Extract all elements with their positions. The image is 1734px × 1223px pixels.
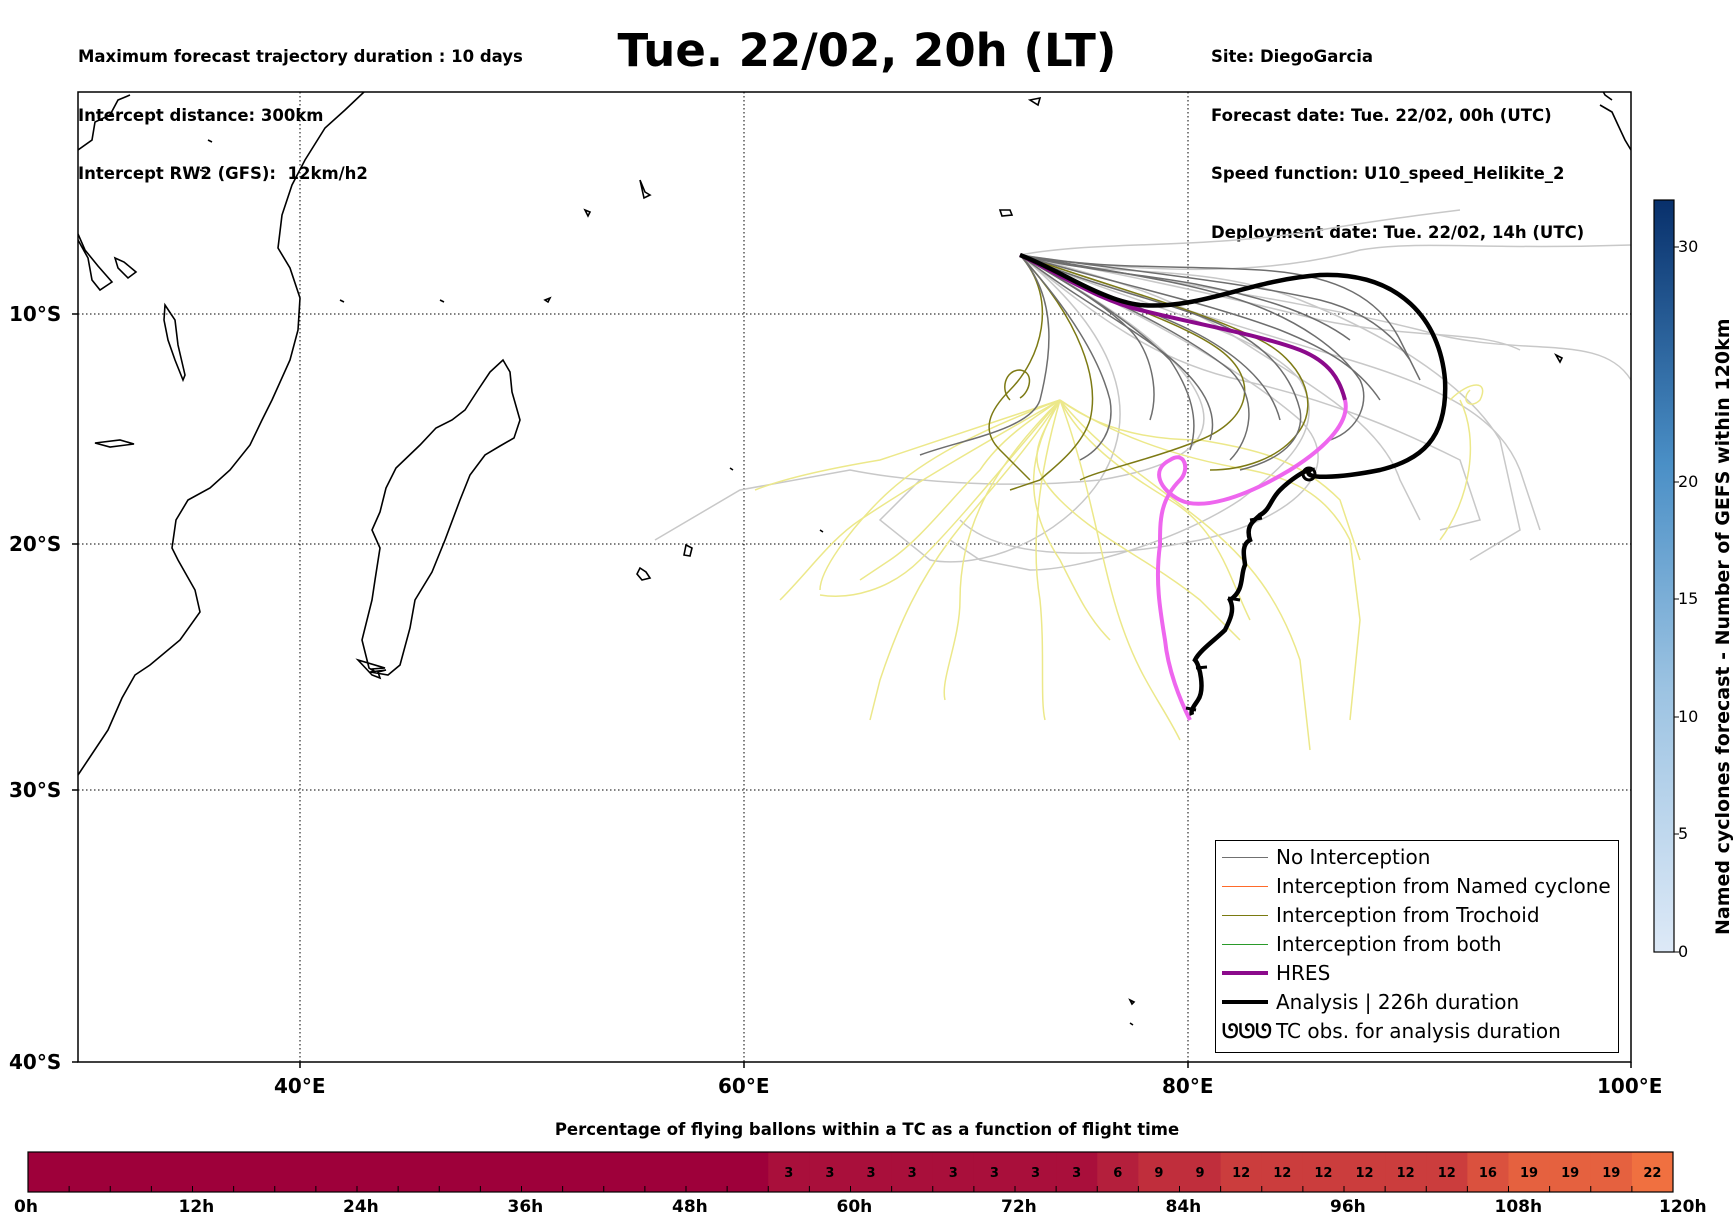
percent-bar-time-label: 108h xyxy=(1494,1197,1543,1217)
hres-trajectory-extension xyxy=(1155,399,1348,721)
percent-bar-time-label: 36h xyxy=(507,1197,544,1217)
legend-label: No Interception xyxy=(1276,845,1431,869)
colorbar-tick: 0 xyxy=(1678,942,1689,961)
percent-bar-title: Percentage of flying ballons within a TC… xyxy=(554,1120,1180,1139)
percent-bar-time-label: 96h xyxy=(1330,1197,1366,1217)
percent-bar-time-label: 24h xyxy=(343,1197,379,1217)
legend-label: HRES xyxy=(1276,961,1331,985)
legend-item-no-interception: No Interception xyxy=(1216,843,1618,871)
colorbar-tick: 5 xyxy=(1678,824,1689,843)
map-grid xyxy=(78,92,1631,1062)
percent-bar-time-label: 48h xyxy=(672,1197,708,1217)
header-right: Site: DiegoGarcia Forecast date: Tue. 22… xyxy=(1211,8,1584,262)
legend-line-icon xyxy=(1222,1000,1268,1004)
percent-bar-time-label: 72h xyxy=(1001,1197,1037,1217)
lat-label-10: 10°S xyxy=(9,302,62,326)
legend-item-hres: HRES xyxy=(1216,959,1618,987)
header-right-line: Deployment date: Tue. 22/02, 14h (UTC) xyxy=(1211,222,1585,242)
lat-label-30: 30°S xyxy=(9,778,62,802)
header-left-line: Intercept distance: 300km xyxy=(78,105,324,125)
map-legend: No Interception Interception from Named … xyxy=(1215,840,1619,1053)
legend-line-icon xyxy=(1222,915,1268,916)
legend-item-analysis: Analysis | 226h duration xyxy=(1216,988,1618,1016)
colorbar-tick: 20 xyxy=(1678,472,1699,491)
lon-label-40: 40°E xyxy=(274,1074,326,1098)
legend-label: TC obs. for analysis duration xyxy=(1276,1019,1561,1043)
colorbar-title: Named cyclones forecast - Number of GEFS… xyxy=(1712,318,1734,935)
lon-label-60: 60°E xyxy=(718,1074,770,1098)
legend-label: Interception from Named cyclone xyxy=(1276,874,1611,898)
header-right-line: Forecast date: Tue. 22/02, 00h (UTC) xyxy=(1211,105,1552,125)
lat-label-40: 40°S xyxy=(9,1050,62,1074)
legend-item-both: Interception from both xyxy=(1216,930,1618,958)
legend-line-icon xyxy=(1222,971,1268,975)
colorbar-tick: 15 xyxy=(1678,589,1699,608)
percent-bar-time-label: 0h xyxy=(14,1197,38,1217)
percent-bar-time-label: 12h xyxy=(178,1197,215,1217)
analysis-trajectory xyxy=(1019,252,1448,716)
lon-label-100: 100°E xyxy=(1597,1074,1663,1098)
colorbar-tick: 10 xyxy=(1678,707,1699,726)
cyclone-colorbar xyxy=(1653,199,1679,953)
page-title: Tue. 22/02, 20h (LT) xyxy=(617,24,1117,77)
trajectories-light-gray xyxy=(654,209,1631,571)
percent-bar-time-label: 60h xyxy=(836,1197,873,1217)
percent-bar-time-label: 120h xyxy=(1659,1197,1707,1217)
legend-label: Analysis | 226h duration xyxy=(1276,990,1520,1014)
coastlines xyxy=(78,92,1631,1026)
header-right-line: Site: DiegoGarcia xyxy=(1211,47,1374,66)
hres-trajectory xyxy=(1019,253,1347,401)
legend-label: Interception from both xyxy=(1276,932,1502,956)
legend-item-tc-obs: ᘎᘎᘎ TC obs. for analysis duration xyxy=(1216,1017,1618,1045)
header-left-line: Maximum forecast trajectory duration : 1… xyxy=(78,47,523,66)
header-left: Maximum forecast trajectory duration : 1… xyxy=(78,8,523,203)
lon-label-80: 80°E xyxy=(1162,1074,1214,1098)
tc-symbol-icon: ᘎᘎᘎ xyxy=(1222,1019,1272,1043)
colorbar-tick: 30 xyxy=(1678,237,1699,256)
legend-item-trochoid: Interception from Trochoid xyxy=(1216,901,1618,929)
tc-observation-markers xyxy=(1185,466,1317,712)
lat-label-20: 20°S xyxy=(9,532,62,556)
legend-line-icon xyxy=(1222,944,1268,945)
legend-item-named-cyclone: Interception from Named cyclone xyxy=(1216,872,1618,900)
header-left-line: Intercept RW2 (GFS): 12km/h2 xyxy=(78,164,368,183)
header-right-line: Speed function: U10_speed_Helikite_2 xyxy=(1211,164,1565,183)
legend-label: Interception from Trochoid xyxy=(1276,903,1540,927)
trajectories-no-interception xyxy=(919,254,1421,471)
map-frame xyxy=(77,91,1632,1063)
legend-line-icon xyxy=(1222,886,1268,887)
legend-line-icon xyxy=(1222,857,1268,858)
trajectories-light-yellow xyxy=(754,384,1484,751)
percent-bar-time-label: 84h xyxy=(1165,1197,1202,1217)
